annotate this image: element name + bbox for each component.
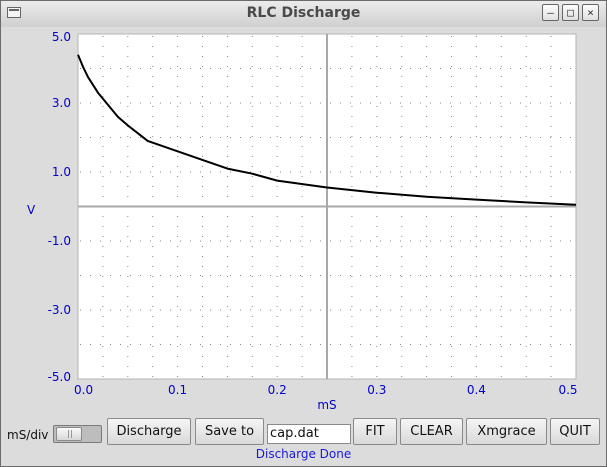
x-axis-label: mS [317, 398, 336, 412]
tick-labels: 0.0 0.1 0.2 0.3 0.4 0.5 5.0 3.0 1.0 -1.0 -3.0 -5.0 [48, 30, 578, 397]
window-menu-icon[interactable] [7, 7, 21, 18]
filename-input[interactable]: cap.dat [267, 424, 351, 444]
discharge-curve [77, 54, 577, 206]
maximize-icon[interactable]: □ [562, 4, 579, 21]
y-tick-label: 5.0 [52, 30, 71, 44]
quit-button[interactable]: QUIT [550, 418, 600, 445]
status-text: Discharge Done [255, 447, 352, 461]
fit-button[interactable]: FIT [353, 418, 397, 445]
plot-area: 0.0 0.1 0.2 0.3 0.4 0.5 5.0 3.0 1.0 -1.0 -3.0 -5.0 … [1, 27, 606, 421]
y-tick-label: 1.0 [52, 165, 71, 179]
xmgrace-button[interactable]: Xmgrace [466, 418, 547, 445]
x-tick-label: 0.1 [168, 383, 187, 397]
discharge-chart[interactable]: 0.0 0.1 0.2 0.3 0.4 0.55.03.01.0-1.0-3.0-5.0 … [1, 27, 606, 421]
y-tick-label: 3.0 [52, 96, 71, 110]
save-to-button[interactable]: Save to [195, 418, 264, 445]
discharge-button[interactable]: Discharge [107, 418, 191, 445]
series-layer [77, 54, 577, 206]
clear-button[interactable]: CLEAR [400, 418, 463, 445]
axes [78, 34, 576, 379]
y-tick-label: -5.0 [48, 370, 71, 384]
minimize-icon[interactable]: – [542, 4, 559, 21]
slider-label: mS/div [7, 428, 49, 442]
title-bar[interactable]: RLC Discharge – □ × [1, 1, 606, 28]
y-tick-label: -1.0 [48, 234, 71, 248]
control-bar: mS/div Discharge Save to cap.dat FIT CLE… [1, 417, 606, 466]
close-icon[interactable]: × [582, 4, 599, 21]
ms-per-div-slider[interactable] [53, 425, 102, 443]
y-axis-label: V [27, 203, 36, 217]
x-tick-label: 0.2 [268, 383, 287, 397]
x-tick-label: 0.5 [558, 383, 577, 397]
slider-handle[interactable] [56, 427, 82, 441]
x-tick-label: 0.3 [367, 383, 386, 397]
x-tick-label: 0.4 [467, 383, 486, 397]
x-tick-label: 0.0 [74, 383, 93, 397]
window-title: RLC Discharge [246, 5, 361, 21]
y-tick-label: -3.0 [48, 303, 71, 317]
